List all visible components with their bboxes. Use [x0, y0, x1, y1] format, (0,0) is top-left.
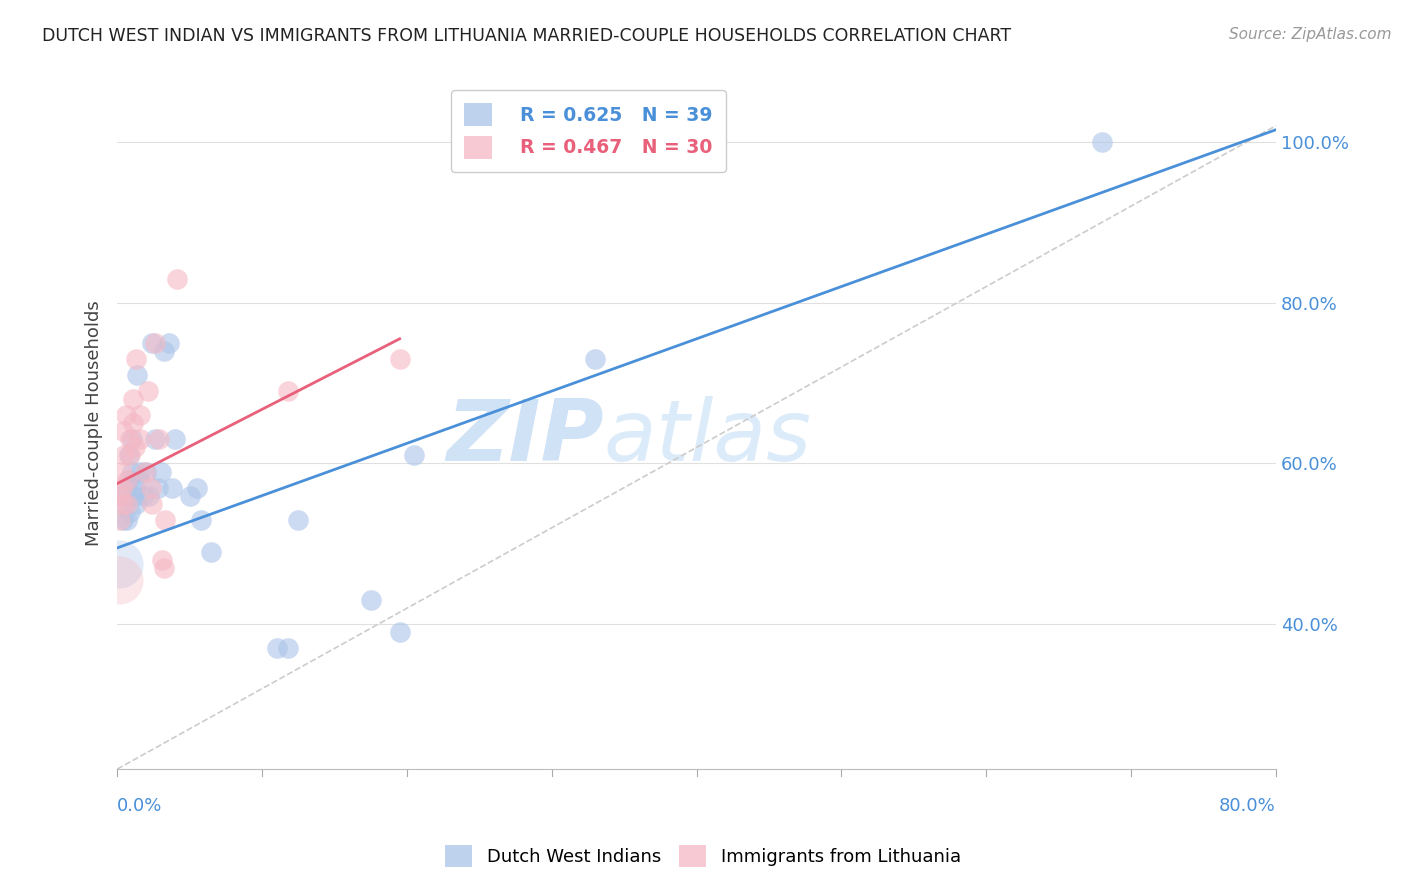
Point	[129, 408, 152, 422]
Point	[111, 497, 134, 511]
Text: Source: ZipAtlas.com: Source: ZipAtlas.com	[1229, 27, 1392, 42]
Point	[166, 271, 188, 285]
Point	[186, 481, 208, 495]
Point	[139, 481, 162, 495]
Point	[150, 553, 173, 567]
Point	[146, 481, 169, 495]
Point	[108, 489, 131, 503]
Point	[117, 513, 139, 527]
Legend: Dutch West Indians, Immigrants from Lithuania: Dutch West Indians, Immigrants from Lith…	[439, 838, 967, 874]
Point	[143, 335, 166, 350]
Point	[129, 465, 152, 479]
Point	[127, 368, 149, 382]
Point	[132, 489, 155, 503]
Point	[115, 481, 138, 495]
Text: 80.0%: 80.0%	[1219, 797, 1277, 814]
Point	[129, 433, 152, 447]
Point	[108, 513, 131, 527]
Point	[190, 513, 212, 527]
Point	[110, 465, 132, 479]
Point	[583, 351, 606, 366]
Point	[1091, 135, 1114, 149]
Point	[122, 417, 145, 431]
Point	[122, 392, 145, 406]
Point	[107, 573, 129, 587]
Point	[148, 433, 170, 447]
Point	[141, 497, 163, 511]
Y-axis label: Married-couple Households: Married-couple Households	[86, 301, 103, 546]
Point	[115, 408, 138, 422]
Point	[111, 425, 134, 439]
Point	[111, 513, 134, 527]
Point	[135, 465, 157, 479]
Point	[266, 641, 288, 656]
Point	[117, 473, 139, 487]
Point	[121, 433, 143, 447]
Point	[277, 384, 299, 398]
Point	[388, 351, 411, 366]
Text: DUTCH WEST INDIAN VS IMMIGRANTS FROM LITHUANIA MARRIED-COUPLE HOUSEHOLDS CORRELA: DUTCH WEST INDIAN VS IMMIGRANTS FROM LIT…	[42, 27, 1011, 45]
Point	[117, 497, 139, 511]
Point	[143, 433, 166, 447]
Point	[388, 625, 411, 640]
Point	[128, 473, 150, 487]
Point	[179, 489, 201, 503]
Point	[124, 441, 146, 455]
Point	[125, 351, 148, 366]
Point	[165, 433, 187, 447]
Legend:   R = 0.625   N = 39,   R = 0.467   N = 30: R = 0.625 N = 39, R = 0.467 N = 30	[451, 90, 725, 171]
Point	[138, 489, 160, 503]
Text: atlas: atlas	[603, 395, 811, 479]
Point	[160, 481, 183, 495]
Point	[157, 335, 180, 350]
Point	[111, 497, 134, 511]
Point	[404, 449, 426, 463]
Point	[200, 545, 222, 559]
Point	[110, 489, 132, 503]
Point	[118, 473, 141, 487]
Point	[152, 343, 174, 358]
Point	[124, 481, 146, 495]
Point	[136, 384, 159, 398]
Point	[287, 513, 309, 527]
Point	[114, 449, 136, 463]
Point	[118, 449, 141, 463]
Point	[107, 557, 129, 571]
Point	[141, 335, 163, 350]
Point	[360, 593, 382, 607]
Point	[149, 465, 172, 479]
Point	[134, 465, 156, 479]
Point	[121, 465, 143, 479]
Point	[122, 489, 145, 503]
Text: 0.0%: 0.0%	[117, 797, 163, 814]
Point	[110, 481, 132, 495]
Point	[152, 561, 174, 575]
Point	[153, 513, 176, 527]
Point	[120, 449, 142, 463]
Point	[120, 433, 142, 447]
Text: ZIP: ZIP	[446, 395, 603, 479]
Point	[277, 641, 299, 656]
Point	[125, 497, 148, 511]
Point	[120, 505, 142, 519]
